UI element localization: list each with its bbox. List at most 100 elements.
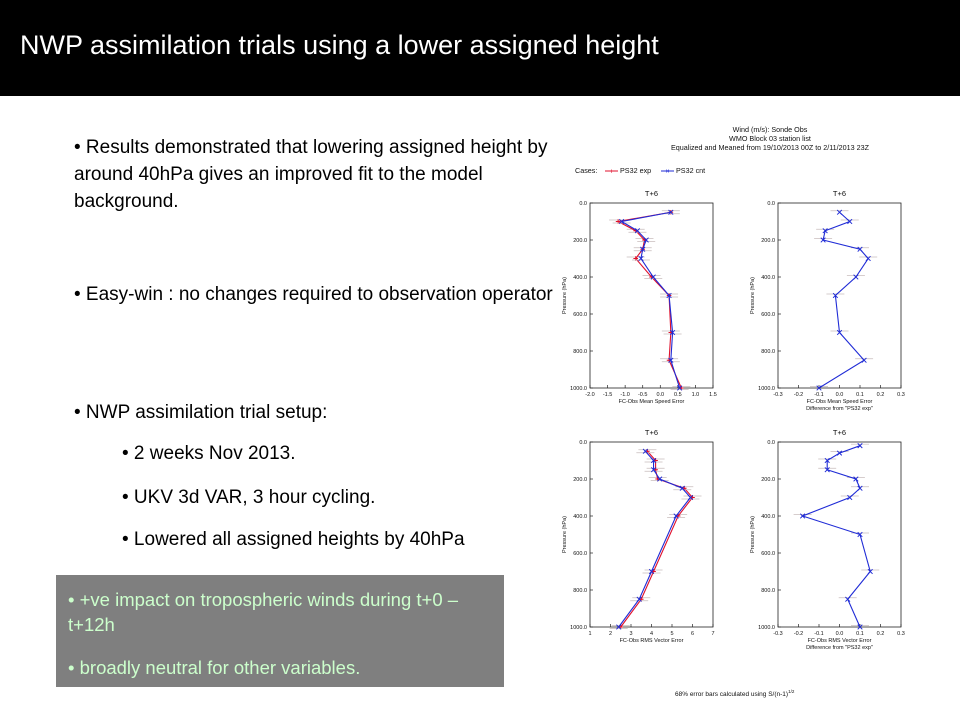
panel-title: T+6 [833,189,846,198]
data-point [679,485,685,491]
y-tick-label: 600.0 [761,551,775,557]
data-point [847,494,853,501]
x-tick-label: 0.2 [877,392,885,398]
data-point [640,246,646,252]
data-point [836,209,843,215]
sub-bullet-duration: • 2 weeks Nov 2013. [122,443,296,464]
x-tick-label: 1.5 [709,392,717,398]
callout-neutral: • broadly neutral for other variables. [68,657,361,678]
bullet-trial-setup: • NWP assimilation trial setup: [74,402,328,423]
series-cnt [810,209,878,391]
x-tick-label: -1.0 [620,392,629,398]
y-tick-label: 200.0 [761,477,775,483]
y-axis-label: Pressure (hPa) [562,277,568,314]
x-axis-label: FC-Obs Mean Speed Error [619,399,685,405]
y-tick-label: 1000.0 [570,386,587,392]
data-point [845,596,851,602]
x-tick-label: 7 [711,631,714,637]
bullet-results: • Results demonstrated that lowering ass… [74,137,548,212]
plot-frame [777,441,902,628]
data-point [673,513,679,519]
x-tick-label: -0.3 [773,392,782,398]
x-tick-label: 1.0 [692,392,700,398]
data-point [867,568,873,575]
x-tick-label: -0.2 [794,392,803,398]
y-tick-label: 0.0 [767,201,775,207]
x-tick-label: 0.0 [836,631,844,637]
data-point [650,467,657,473]
y-tick-label: 1000.0 [758,386,775,392]
title-bar: NWP assimilation trials using a lower as… [0,0,960,96]
legend-cases-label: Cases: [575,166,597,175]
data-point [836,329,843,336]
plot-frame [777,202,902,389]
y-tick-label: 200.0 [573,477,587,483]
data-point [657,476,663,482]
series-cnt [612,209,689,391]
y-tick-label: 1000.0 [570,625,587,631]
data-point [847,218,853,225]
data-point [857,443,863,449]
x-axis-label-2: Difference from "PS32 exp" [806,645,873,651]
footer-text: 68% error bars calculated using S/(n-1) [675,691,788,698]
data-point [824,467,830,473]
x-tick-label: 0.3 [897,392,905,398]
chart-panel-3: T+6 0.0 200.0 400.0 600.0 800.0 1000.01 2 3 4 5 6 7 F… [562,428,715,644]
x-tick-label: 2 [609,631,612,637]
y-tick-label: 600.0 [573,551,587,557]
x-tick-label: 0.3 [897,631,905,637]
y-tick-label: 200.0 [761,238,775,244]
figure-header-line-2: WMO Block 03 station list [729,134,811,143]
data-point [857,485,863,491]
x-tick-label: -2.0 [585,392,594,398]
y-tick-label: 800.0 [573,349,587,355]
series-line [800,445,871,628]
series-line [620,450,694,628]
data-point [636,596,642,602]
panel-title: T+6 [645,189,658,198]
data-point [687,494,694,501]
y-tick-label: 400.0 [573,514,587,520]
y-tick-label: 0.0 [579,201,587,207]
x-tick-label: -0.5 [638,392,647,398]
legend-cnt-label: PS32 cnt [676,166,705,175]
x-tick-label: -0.1 [814,631,823,637]
data-point [642,448,649,454]
data-point [634,228,641,234]
data-point [865,255,871,262]
data-point [666,292,672,299]
figure-legend: Cases: + PS32 exp × PS32 cnt [575,166,705,176]
y-tick-label: 0.0 [767,440,775,446]
callout-positive-impact: • +ve impact on tropospheric winds durin… [68,589,459,635]
data-point [618,218,625,225]
data-point [822,228,828,234]
plot-frame [589,202,714,389]
panel-title: T+6 [833,428,846,437]
data-point [857,624,863,630]
series-exp [611,448,702,630]
chart-panel-1: T+6 0.0 200.0 400.0 600.0 800.0 1000.0-2.0 -1.5… [562,189,717,405]
data-point [616,624,622,630]
x-axis-label: FC-Obs Mean Speed Error [807,399,873,405]
x-tick-label: 1 [588,631,591,637]
y-axis-label: Pressure (hPa) [750,277,756,314]
sub-bullet-lowered: • Lowered all assigned heights by 40hPa [122,529,465,550]
x-axis-label-2: Difference from "PS32 exp" [806,406,873,412]
data-point [650,457,657,464]
x-tick-label: -0.3 [773,631,782,637]
footer-superscript: 1/2 [788,689,795,694]
x-axis-label: FC-Obs RMS Vector Error [808,638,872,644]
x-tick-label: 0.1 [856,631,864,637]
x-tick-label: 0.0 [836,392,844,398]
data-point [853,476,859,482]
y-tick-label: 400.0 [761,275,775,281]
data-point [820,237,826,243]
figure-header-line-1: Wind (m/s): Sonde Obs [733,125,808,134]
verification-figure: Wind (m/s): Sonde Obs WMO Block 03 stati… [562,125,905,698]
x-tick-label: 3 [629,631,632,637]
data-point [650,274,656,280]
x-tick-label: -0.1 [814,392,823,398]
sub-bullet-ukv: • UKV 3d VAR, 3 hour cycling. [122,487,376,508]
data-point [832,292,839,299]
y-axis-label: Pressure (hPa) [562,516,568,553]
